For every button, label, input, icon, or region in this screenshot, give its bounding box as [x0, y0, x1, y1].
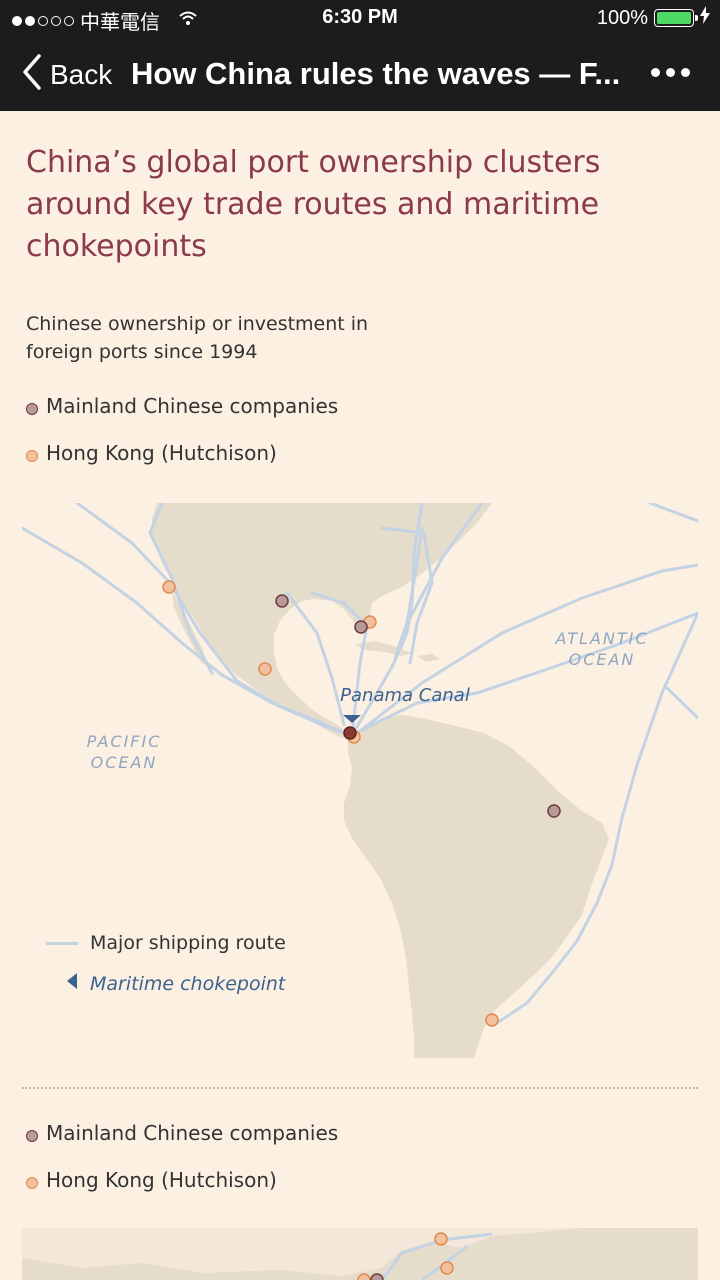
route-pacific-1	[22, 526, 354, 737]
back-label: Back	[50, 58, 113, 90]
route-caribbean	[350, 526, 424, 737]
route-corner-1	[665, 686, 698, 720]
route-south-atlantic	[495, 611, 698, 1025]
mainland-marker-icon	[26, 403, 38, 415]
legend2-mainland: Mainland Chinese companies	[26, 1121, 338, 1145]
port-hk	[162, 580, 176, 594]
north-america-land	[152, 503, 492, 738]
route-gulf-1	[285, 591, 346, 727]
route-asia-2	[421, 1244, 468, 1280]
more-icon	[651, 68, 660, 77]
route-east-coast-1	[392, 503, 424, 665]
article-headline: China’s global port ownership clusters a…	[26, 145, 601, 264]
pacific-label-1: PACIFIC	[87, 732, 162, 751]
battery-icon	[654, 9, 698, 27]
route-east-coast-2	[380, 526, 434, 665]
legend-route-label: Major shipping route	[90, 932, 286, 954]
port-hk	[485, 1013, 499, 1027]
carrier-label: 中華電信	[80, 12, 160, 34]
battery-percent: 100%	[596, 6, 648, 29]
panama-canal-label: Panama Canal	[340, 685, 470, 706]
carrier-signal: 中華電信	[12, 6, 198, 35]
hispaniola-land	[417, 654, 440, 662]
south-america-land	[344, 715, 609, 1058]
more-options-button[interactable]	[651, 68, 690, 77]
section-divider	[22, 1087, 698, 1089]
route-west-coast	[148, 503, 214, 675]
port-hk	[440, 1261, 454, 1275]
status-time: 6:30 PM	[322, 6, 398, 28]
legend-shipping-route: Major shipping route	[46, 932, 286, 954]
port-hk	[434, 1232, 448, 1246]
route-atlantic-east	[350, 611, 698, 737]
americas-map: PACIFIC OCEAN ATLANTIC OCEAN Panama Cana…	[22, 503, 698, 1058]
legend-mainland-label: Mainland Chinese companies	[46, 394, 339, 418]
hk-marker-icon	[26, 1177, 38, 1189]
port-mainland	[547, 804, 561, 818]
route-corner-2	[648, 503, 698, 523]
page-title: How China rules the waves — F...	[131, 56, 621, 91]
chokepoint-marker-icon	[343, 715, 361, 723]
charging-icon	[700, 6, 710, 30]
legend-hk-label: Hong Kong (Hutchison)	[46, 441, 277, 465]
mainland-marker-icon	[26, 1130, 38, 1142]
route-pacific-2	[75, 503, 349, 737]
legend2-hk-label: Hong Kong (Hutchison)	[46, 1168, 277, 1192]
nav-bar: Back How China rules the waves — F...	[0, 36, 720, 111]
route-line-icon	[46, 941, 78, 945]
port-mainland	[370, 1273, 384, 1280]
legend-hong-kong: Hong Kong (Hutchison)	[26, 441, 277, 465]
route-east-top	[408, 503, 484, 620]
status-bar: 中華電信 6:30 PM 100%	[0, 0, 720, 36]
article-subtitle: Chinese ownership or investment in forei…	[26, 313, 369, 363]
chokepoint-triangle-icon	[66, 972, 78, 995]
atlantic-label-2: OCEAN	[569, 650, 636, 669]
legend-mainland: Mainland Chinese companies	[26, 394, 338, 418]
battery-status: 100%	[597, 6, 710, 30]
route-atlantic-north	[358, 563, 698, 733]
port-hk	[357, 1273, 371, 1280]
second-map	[22, 1228, 698, 1280]
chevron-left-icon	[22, 54, 42, 95]
signal-icon	[12, 15, 74, 26]
port-mainland	[354, 620, 368, 634]
pacific-label-2: OCEAN	[91, 753, 158, 772]
port-mainland-panama	[343, 726, 357, 740]
legend-chokepoint-label: Maritime chokepoint	[90, 972, 286, 995]
route-asia-1	[380, 1232, 493, 1280]
legend-chokepoint: Maritime chokepoint	[66, 972, 285, 995]
legend2-mainland-label: Mainland Chinese companies	[46, 1121, 339, 1145]
port-mainland	[275, 594, 289, 608]
legend2-hong-kong: Hong Kong (Hutchison)	[26, 1168, 277, 1192]
port-hk	[258, 662, 272, 676]
shipping-routes	[22, 503, 698, 1025]
wifi-icon	[178, 9, 198, 32]
back-button[interactable]: Back	[22, 54, 112, 95]
atlantic-label-1: ATLANTIC	[554, 629, 648, 648]
hk-marker-icon	[26, 450, 38, 462]
